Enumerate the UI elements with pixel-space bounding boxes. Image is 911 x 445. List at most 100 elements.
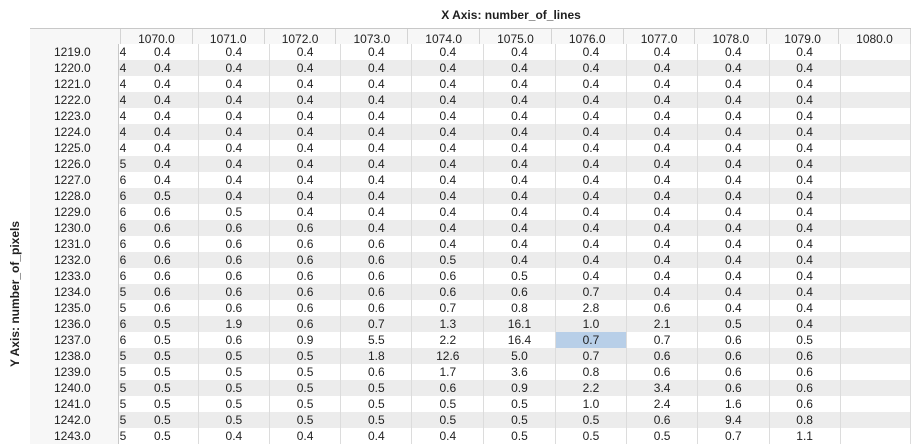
- table-cell[interactable]: 0.4: [198, 188, 270, 204]
- table-row[interactable]: 1242.0 5 0.5 0.5 0.5 0.5 0.5 0.5 0.5 0.6 9.4 0.8: [30, 412, 911, 428]
- table-row[interactable]: 1236.0 6 0.5 1.9 0.6 0.7 1.3 16.1 1.0 2.1 0.5 0.4: [30, 316, 911, 332]
- table-cell[interactable]: [840, 428, 911, 444]
- table-cell[interactable]: 0.4: [411, 204, 485, 220]
- table-cell[interactable]: 0.6: [626, 412, 699, 428]
- table-cell[interactable]: 0.4: [411, 108, 485, 124]
- table-cell[interactable]: 0.4: [483, 188, 556, 204]
- row-header[interactable]: 1243.0: [30, 428, 119, 444]
- table-cell[interactable]: 5: [118, 380, 128, 396]
- table-cell[interactable]: 0.4: [769, 284, 841, 300]
- table-cell[interactable]: 0.4: [198, 44, 270, 60]
- table-cell[interactable]: [840, 108, 911, 124]
- table-cell[interactable]: 3.4: [626, 380, 699, 396]
- table-row[interactable]: 1223.0 4 0.4 0.4 0.4 0.4 0.4 0.4 0.4 0.4 0.4 0.4: [30, 108, 911, 124]
- table-cell[interactable]: 0.4: [769, 92, 841, 108]
- table-row[interactable]: 1229.0 6 0.6 0.5 0.4 0.4 0.4 0.4 0.4 0.4 0.4 0.4: [30, 204, 911, 220]
- table-cell[interactable]: 1.7: [411, 364, 485, 380]
- table-cell[interactable]: 4: [118, 92, 128, 108]
- table-cell[interactable]: 0.6: [198, 252, 270, 268]
- table-cell[interactable]: 0.6: [127, 252, 199, 268]
- table-cell[interactable]: [840, 140, 911, 156]
- table-cell[interactable]: 0.4: [198, 140, 270, 156]
- table-cell[interactable]: 0.4: [697, 140, 770, 156]
- table-cell[interactable]: 0.6: [769, 380, 841, 396]
- table-cell[interactable]: 0.4: [411, 156, 485, 172]
- table-cell[interactable]: 0.4: [483, 220, 556, 236]
- table-cell[interactable]: 0.4: [555, 60, 628, 76]
- table-cell[interactable]: 0.5: [483, 268, 556, 284]
- table-cell[interactable]: 0.6: [127, 300, 199, 316]
- table-cell[interactable]: 0.4: [555, 108, 628, 124]
- table-cell[interactable]: 0.5: [198, 412, 270, 428]
- table-cell[interactable]: 0.4: [626, 172, 699, 188]
- table-cell[interactable]: 0.6: [697, 348, 770, 364]
- table-cell[interactable]: 0.4: [697, 108, 770, 124]
- table-cell[interactable]: [840, 364, 911, 380]
- table-cell[interactable]: 0.6: [127, 236, 199, 252]
- table-row[interactable]: 1230.0 6 0.6 0.6 0.6 0.4 0.4 0.4 0.4 0.4 0.4 0.4: [30, 220, 911, 236]
- table-cell[interactable]: 0.4: [269, 108, 342, 124]
- table-cell[interactable]: 0.4: [626, 124, 699, 140]
- table-cell[interactable]: 0.4: [269, 44, 342, 60]
- table-cell[interactable]: 0.4: [483, 108, 556, 124]
- table-cell[interactable]: 0.4: [411, 44, 485, 60]
- table-cell[interactable]: 0.4: [269, 204, 342, 220]
- table-cell[interactable]: 0.4: [411, 172, 485, 188]
- table-cell[interactable]: 0.6: [269, 316, 342, 332]
- table-cell[interactable]: 0.4: [697, 156, 770, 172]
- table-cell[interactable]: 0.4: [769, 124, 841, 140]
- row-header[interactable]: 1231.0: [30, 236, 119, 252]
- table-cell[interactable]: 0.5: [269, 412, 342, 428]
- table-cell[interactable]: [840, 236, 911, 252]
- table-cell[interactable]: 0.4: [198, 156, 270, 172]
- table-cell[interactable]: 0.4: [269, 140, 342, 156]
- table-cell[interactable]: 0.4: [411, 60, 485, 76]
- table-cell[interactable]: 0.4: [127, 108, 199, 124]
- table-cell[interactable]: 0.6: [340, 236, 413, 252]
- table-cell[interactable]: 0.4: [626, 204, 699, 220]
- table-cell[interactable]: 0.4: [483, 124, 556, 140]
- table-cell[interactable]: 0.4: [411, 236, 485, 252]
- table-cell[interactable]: 6: [118, 204, 128, 220]
- table-cell[interactable]: 0.4: [127, 44, 199, 60]
- table-cell[interactable]: [840, 156, 911, 172]
- column-header[interactable]: 1070.0: [120, 29, 193, 49]
- table-cell[interactable]: 0.5: [198, 380, 270, 396]
- table-cell[interactable]: 0.5: [269, 348, 342, 364]
- table-cell[interactable]: 0.4: [483, 172, 556, 188]
- table-cell[interactable]: 5: [118, 364, 128, 380]
- table-cell[interactable]: 4: [118, 76, 128, 92]
- table-cell[interactable]: 0.4: [697, 236, 770, 252]
- table-cell[interactable]: 12.6: [411, 348, 485, 364]
- table-cell[interactable]: 0.4: [626, 44, 699, 60]
- table-cell[interactable]: 0.4: [626, 220, 699, 236]
- table-cell[interactable]: 0.4: [555, 76, 628, 92]
- table-cell[interactable]: 6: [118, 252, 128, 268]
- table-cell[interactable]: 0.4: [483, 60, 556, 76]
- table-cell[interactable]: 0.4: [269, 428, 342, 444]
- table-cell[interactable]: 0.7: [555, 348, 628, 364]
- table-cell[interactable]: 0.6: [269, 252, 342, 268]
- row-header[interactable]: 1230.0: [30, 220, 119, 236]
- column-header[interactable]: 1079.0: [766, 29, 840, 49]
- table-cell[interactable]: 0.4: [340, 108, 413, 124]
- table-cell[interactable]: 0.4: [769, 188, 841, 204]
- table-cell[interactable]: [840, 316, 911, 332]
- table-cell[interactable]: 0.6: [269, 268, 342, 284]
- table-cell[interactable]: 0.9: [483, 380, 556, 396]
- table-row[interactable]: 1225.0 4 0.4 0.4 0.4 0.4 0.4 0.4 0.4 0.4 0.4 0.4: [30, 140, 911, 156]
- table-cell[interactable]: 16.1: [483, 316, 556, 332]
- table-cell[interactable]: 1.3: [411, 316, 485, 332]
- table-cell[interactable]: 0.7: [697, 428, 770, 444]
- row-header[interactable]: 1220.0: [30, 60, 119, 76]
- table-row[interactable]: 1239.0 5 0.5 0.5 0.5 0.6 1.7 3.6 0.8 0.6 0.6 0.6: [30, 364, 911, 380]
- table-row[interactable]: 1238.0 5 0.5 0.5 0.5 1.8 12.6 5.0 0.7 0.6 0.6 0.6: [30, 348, 911, 364]
- table-cell[interactable]: [840, 396, 911, 412]
- table-cell[interactable]: 0.4: [198, 124, 270, 140]
- table-cell[interactable]: 0.4: [269, 188, 342, 204]
- table-cell[interactable]: 0.4: [411, 428, 485, 444]
- table-cell[interactable]: 5.5: [340, 332, 413, 348]
- table-cell[interactable]: 0.6: [697, 332, 770, 348]
- table-cell[interactable]: 0.5: [269, 364, 342, 380]
- column-header[interactable]: 1076.0: [551, 29, 624, 49]
